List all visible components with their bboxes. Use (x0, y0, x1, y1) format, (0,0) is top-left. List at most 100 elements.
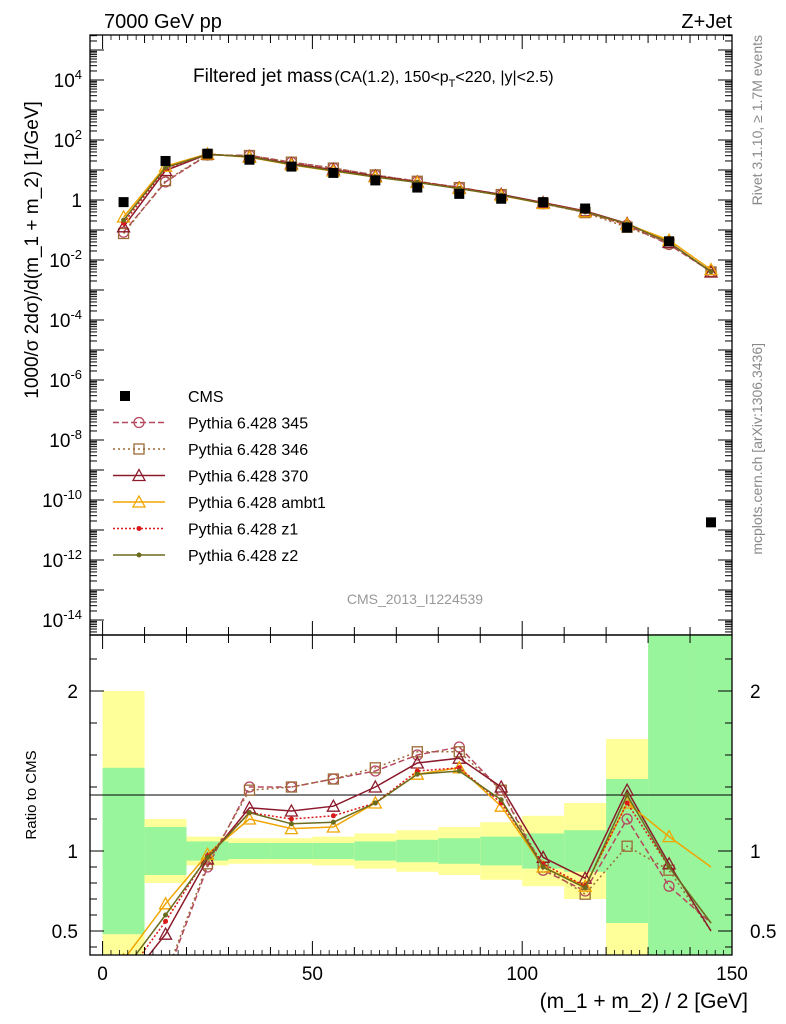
ratio-series-marker (204, 854, 210, 860)
ratio-series-marker (498, 797, 504, 803)
y-axis-label-ratio: Ratio to CMS (23, 750, 40, 839)
data-point (202, 148, 213, 159)
ratio-series-marker (284, 803, 299, 817)
header-right: Z+Jet (681, 11, 732, 33)
ratio-tick-label: 0.5 (750, 922, 776, 943)
side-text-mcplots: mcplots.cern.ch [arXiv:1306.3436] (749, 343, 765, 555)
ratio-series-marker (372, 800, 378, 806)
ratio-series-marker (621, 840, 633, 852)
ratio-series-marker (163, 912, 169, 918)
data-point (580, 203, 591, 214)
x-tick-label: 150 (716, 964, 748, 985)
ratio-series-marker (284, 821, 299, 835)
y-axis-label-main: 1000/σ 2dσ)/d(m_1 + m_2) [1/GeV] (22, 101, 43, 399)
ratio-series-marker (624, 792, 630, 798)
ratio-ticks: 0.5 0.5 1 1 2 2 (52, 658, 776, 948)
ratio-series-marker (158, 926, 173, 940)
main-series-line (122, 154, 712, 273)
x-tick-label: 100 (506, 964, 538, 985)
data-point (370, 175, 381, 186)
y-tick-exponent: -2 (70, 247, 82, 262)
ratio-series-marker (161, 974, 171, 984)
main-series-marker (121, 217, 127, 223)
ratio-band-inner (354, 841, 397, 861)
ratio-tick-label: 2 (67, 682, 78, 703)
legend-marker (133, 443, 145, 455)
legend-marker (133, 416, 145, 429)
ratio-series-marker (119, 982, 129, 992)
ratio-tick-label: 2 (750, 682, 761, 703)
y-tick-label: 10-14 (42, 607, 82, 632)
data-point (244, 154, 255, 165)
ratio-series-marker (158, 896, 173, 910)
ratio-band-inner (438, 838, 481, 864)
main-series-line (122, 153, 712, 273)
y-tick-label: 104 (54, 67, 82, 92)
ratio-band-inner (396, 839, 439, 863)
y-tick-exponent: 2 (75, 127, 82, 142)
ratio-series-marker (246, 810, 252, 816)
ratio-band-inner (648, 635, 691, 955)
y-tick-label: 10-10 (42, 487, 82, 512)
y-tick-label: 10-4 (49, 307, 82, 332)
y-tick-label: 10-12 (42, 547, 82, 572)
y-tick-exponent: 4 (75, 67, 82, 82)
ratio-series-line (172, 751, 712, 955)
ratio-band-inner (480, 836, 523, 866)
ratio-series-marker (369, 762, 381, 774)
legend-marker (136, 526, 142, 531)
legend-label: Pythia 6.428 z2 (188, 548, 298, 565)
legend-label: Pythia 6.428 345 (188, 416, 308, 433)
main-series-line (122, 153, 712, 273)
ratio-series-marker (122, 977, 126, 981)
main-series-marker (163, 165, 169, 171)
legend-label-cms: CMS (188, 389, 224, 406)
ratio-band-inner (270, 843, 313, 859)
ratio-series-marker (327, 773, 340, 785)
ratio-series-marker (288, 821, 294, 827)
legend-label: Pythia 6.428 346 (188, 442, 308, 459)
legend-label: Pythia 6.428 370 (188, 469, 308, 486)
legend-marker (136, 552, 142, 558)
main-series-marker (703, 264, 719, 278)
legend-marker-cms (120, 391, 130, 401)
y-tick-exponent: -6 (70, 367, 82, 382)
ratio-band-inner (228, 843, 271, 859)
main-series-line (122, 153, 712, 271)
ratio-series-marker (661, 829, 677, 843)
header-left: 7000 GeV pp (104, 11, 222, 33)
ratio-series-marker (326, 819, 341, 833)
ratio-band-inner (564, 830, 607, 872)
main-frame (89, 34, 733, 636)
ratio-series-marker (288, 816, 294, 822)
ratio-series (118, 741, 712, 992)
ratio-series-marker (540, 864, 546, 870)
ratio-series-marker (582, 885, 588, 891)
y-tick-label: 1 (71, 191, 82, 212)
data-point (118, 197, 129, 208)
y-tick-label: 10-2 (49, 247, 82, 272)
ratio-series-marker (163, 918, 169, 924)
data-point (412, 182, 423, 193)
data-point (496, 193, 507, 204)
legend-marker (131, 468, 147, 482)
ratio-series-marker (326, 798, 341, 812)
ratio-series-marker (330, 819, 336, 825)
ratio-series-marker (494, 779, 509, 793)
legend-label: Pythia 6.428 z1 (188, 522, 298, 539)
ratio-series-marker (368, 779, 383, 793)
main-plot: 10-14 10-12 10-10 10-8 10-6 10-4 10-2 1 102 104 (42, 34, 733, 636)
data-point (286, 161, 297, 172)
ratio-tick-label: 1 (750, 842, 761, 863)
ratio-series-marker (285, 781, 298, 793)
plot-title-small: (CA(1.2), 150<p (334, 69, 448, 86)
ratio-tick-label: 1 (67, 842, 78, 863)
x-tick-label: 50 (302, 964, 323, 985)
ratio-series-marker (161, 971, 171, 981)
ratio-series-marker (453, 746, 465, 758)
y-tick-exponent: -10 (63, 487, 82, 502)
y-tick-exponent: -14 (63, 607, 82, 622)
main-series-line (122, 153, 712, 273)
ratio-series-marker (118, 981, 130, 992)
